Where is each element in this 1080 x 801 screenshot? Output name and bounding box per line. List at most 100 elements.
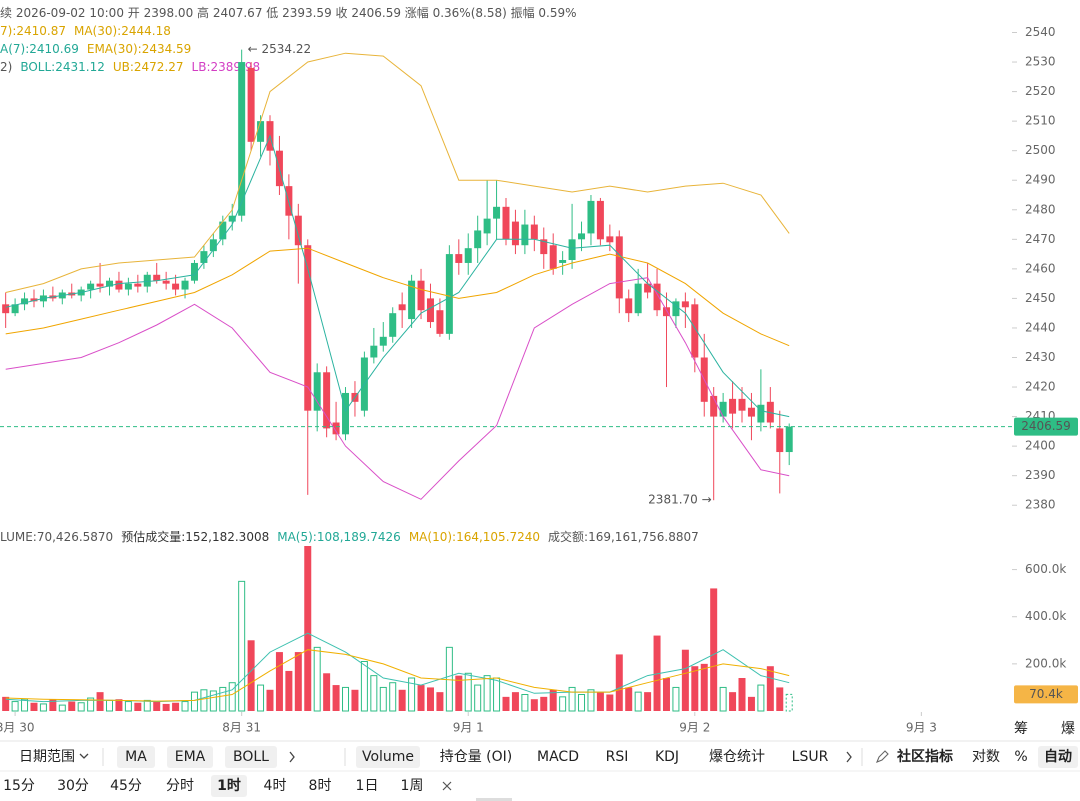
candle-body (493, 206, 501, 219)
volume-bar (606, 694, 614, 711)
candle-body (332, 422, 340, 435)
candle-body (568, 239, 576, 260)
candle-body (398, 304, 406, 311)
candle-body (521, 224, 529, 246)
candle-body (247, 67, 255, 142)
candle-body (776, 428, 784, 453)
y-tick-label: 200.0k (1025, 656, 1066, 670)
toolbar-button[interactable]: 15分 (3, 778, 35, 794)
volume-bar (455, 675, 463, 711)
volume-bar (625, 687, 633, 711)
candle-body (719, 401, 727, 417)
toolbar-button[interactable]: LSUR (792, 749, 829, 765)
candle-body (417, 280, 425, 311)
volume-bar (549, 689, 557, 711)
toolbar-button[interactable]: 45分 (110, 778, 142, 794)
candle-body (304, 245, 312, 411)
dropdown-icon[interactable] (79, 753, 89, 759)
toolbar-button[interactable]: KDJ (655, 749, 679, 765)
candle-body (747, 407, 755, 417)
volume-bar (68, 701, 76, 711)
volume-bar (776, 687, 784, 711)
volume-legend: LUME:70,426.5870 预估成交量:152,182.3008 MA(5):… (0, 529, 699, 544)
button-bg (1038, 746, 1078, 768)
side-tab[interactable]: 爆 (1061, 721, 1075, 737)
toolbar-button[interactable]: RSI (606, 749, 629, 765)
volume-bar (738, 678, 746, 711)
candle-body (370, 345, 378, 358)
y-tick-label: 2470 (1025, 232, 1056, 246)
volume-bar (313, 646, 321, 712)
toolbar-button[interactable]: 自动 (1044, 748, 1072, 765)
toolbar-button[interactable]: 1日 (356, 778, 379, 794)
toolbar-button[interactable]: 8时 (309, 778, 332, 794)
toolbar-button[interactable]: EMA (175, 749, 206, 765)
candle-body (106, 280, 114, 287)
candle-body (219, 221, 227, 240)
side-tab[interactable]: 筹 (1014, 720, 1028, 737)
toolbar-button[interactable]: BOLL (233, 749, 269, 765)
candle-body (502, 206, 510, 240)
candle-body (634, 283, 642, 314)
candle-body (625, 298, 633, 314)
candle-body (115, 280, 123, 290)
edit-icon[interactable] (876, 750, 889, 763)
volume-bar (757, 684, 765, 712)
volume-bar (257, 684, 265, 712)
volume-bar (200, 689, 208, 712)
last-volume-label: 70.4k (1029, 687, 1063, 701)
toolbar-button[interactable]: 4时 (264, 778, 287, 794)
volume-bar (408, 677, 416, 712)
toolbar-button[interactable]: 1周 (401, 778, 424, 794)
toolbar-button[interactable]: 社区指标 (896, 748, 953, 765)
y-tick-label: 400.0k (1025, 609, 1066, 623)
more-icon[interactable] (289, 751, 295, 763)
volume-bar (143, 699, 151, 712)
candle-body (21, 298, 29, 305)
candle-body (644, 283, 652, 293)
toolbar-button[interactable]: 30分 (57, 778, 89, 794)
last-price-label: 2406.59 (1021, 419, 1071, 433)
more-icon[interactable] (846, 751, 852, 763)
toolbar-button[interactable]: % (1014, 749, 1027, 765)
toolbar-button[interactable]: MA (125, 749, 147, 765)
volume-bar (398, 689, 406, 711)
candle-body (738, 398, 746, 411)
candle-body (200, 251, 208, 263)
y-tick-label: 2500 (1025, 143, 1056, 157)
volume-bar (559, 696, 567, 712)
volume-bar (417, 685, 425, 711)
volume-bar (681, 649, 689, 711)
volume-bar (332, 685, 340, 711)
candle-body (729, 398, 737, 414)
toolbar-button[interactable]: 日期范围 (19, 748, 75, 765)
candle-body (785, 426, 793, 453)
legend-value: 2) (0, 60, 12, 74)
candle-body (653, 283, 661, 311)
overlay-line (5, 52, 790, 293)
toolbar-button[interactable]: MACD (537, 749, 579, 765)
candle-body (228, 215, 236, 222)
toolbar-button[interactable]: 对数 (972, 749, 1000, 765)
toolbar-button[interactable]: Volume (362, 749, 414, 765)
toolbar-button[interactable]: 1时 (217, 777, 241, 794)
button-bg (211, 775, 247, 797)
volume-bar (719, 686, 727, 712)
volume-bar (115, 699, 123, 711)
toolbar-button[interactable]: 分时 (166, 778, 194, 794)
button-bg (117, 746, 155, 768)
candle-body (30, 298, 38, 302)
toolbar-button[interactable]: 爆仓统计 (709, 749, 765, 765)
volume-bar (672, 686, 680, 712)
scroll-handle[interactable] (476, 798, 512, 801)
volume-bar (219, 686, 227, 712)
volume-bar (785, 693, 793, 712)
volume-bar (691, 666, 699, 711)
y-tick-label: 2400 (1025, 439, 1056, 453)
candle-body (445, 254, 453, 334)
toolbar-button[interactable]: 持仓量 (OI) (440, 749, 513, 765)
close-icon[interactable] (442, 781, 452, 791)
indicator-legend: 7):2410.87 MA(30):2444.18 (0, 24, 171, 38)
candle-body (691, 304, 699, 358)
y-tick-label: 2520 (1025, 84, 1056, 98)
